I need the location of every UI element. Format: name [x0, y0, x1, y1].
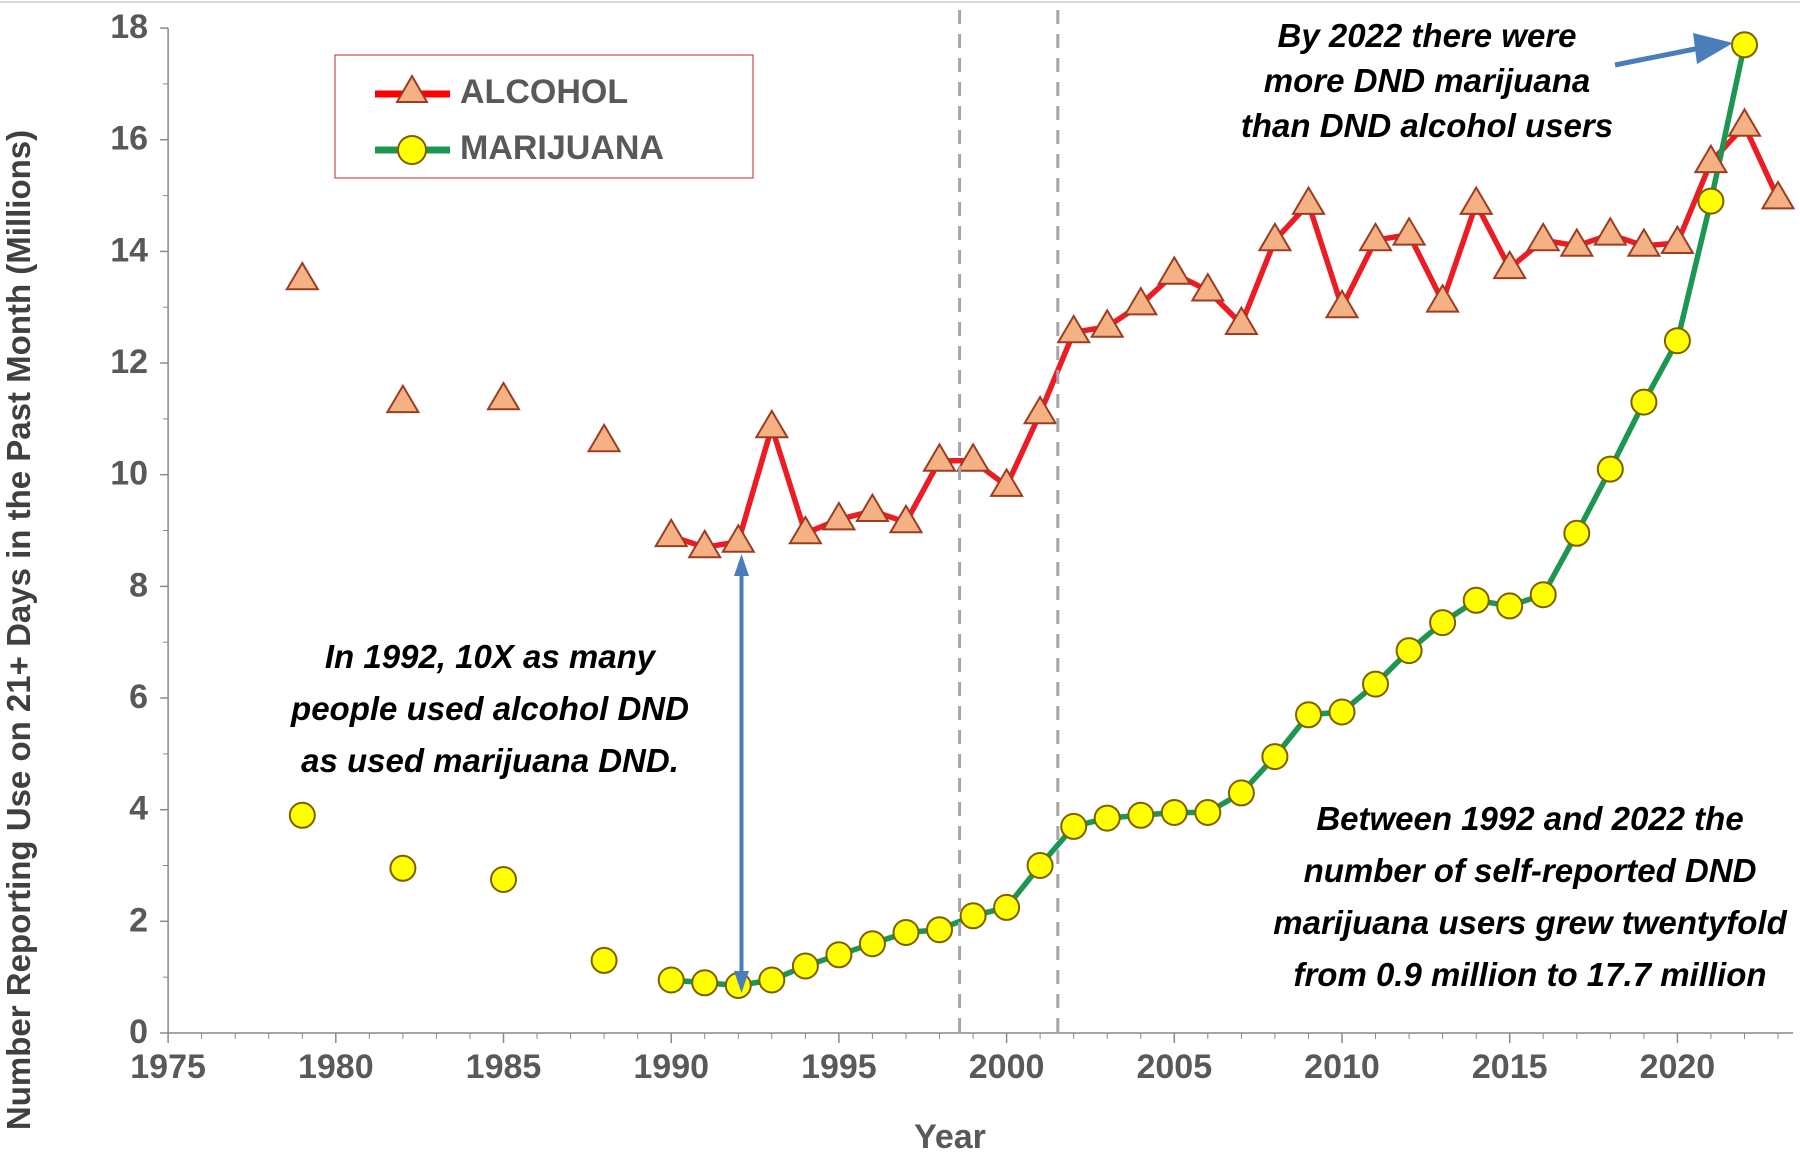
svg-text:2010: 2010 — [1304, 1048, 1380, 1086]
svg-text:from 0.9 million to 17.7 milli: from 0.9 million to 17.7 million — [1293, 956, 1766, 993]
svg-text:4: 4 — [129, 790, 148, 828]
svg-text:2015: 2015 — [1472, 1048, 1548, 1086]
svg-text:14: 14 — [110, 231, 148, 269]
svg-text:2005: 2005 — [1136, 1048, 1212, 1086]
svg-text:16: 16 — [110, 120, 148, 158]
svg-text:1975: 1975 — [130, 1048, 206, 1086]
svg-text:In 1992, 10X as many: In 1992, 10X as many — [325, 638, 657, 675]
svg-text:than DND alcohol users: than DND alcohol users — [1241, 107, 1613, 144]
svg-text:10: 10 — [110, 455, 148, 493]
svg-text:ALCOHOL: ALCOHOL — [460, 73, 628, 111]
svg-text:6: 6 — [129, 678, 148, 716]
svg-text:more DND marijuana: more DND marijuana — [1264, 62, 1590, 99]
svg-text:1980: 1980 — [298, 1048, 374, 1086]
svg-text:12: 12 — [110, 343, 148, 381]
svg-text:0: 0 — [129, 1013, 148, 1051]
svg-text:2000: 2000 — [969, 1048, 1045, 1086]
svg-text:Between 1992 and 2022 the: Between 1992 and 2022 the — [1316, 800, 1743, 837]
svg-text:By 2022 there were: By 2022 there were — [1277, 17, 1576, 54]
svg-text:2: 2 — [129, 901, 148, 939]
svg-text:18: 18 — [110, 8, 148, 46]
svg-text:number of self-reported DND: number of self-reported DND — [1304, 852, 1757, 889]
svg-text:Year: Year — [914, 1118, 986, 1154]
svg-text:marijuana users grew twentyfol: marijuana users grew twentyfold — [1273, 904, 1787, 941]
svg-text:as used marijuana DND.: as used marijuana DND. — [301, 742, 679, 779]
svg-text:8: 8 — [129, 566, 148, 604]
svg-text:people used alcohol DND: people used alcohol DND — [290, 690, 689, 727]
svg-text:1985: 1985 — [466, 1048, 542, 1086]
svg-text:MARIJUANA: MARIJUANA — [460, 129, 664, 167]
svg-text:Number Reporting Use on 21+ Da: Number Reporting Use on 21+ Days in the … — [0, 130, 37, 1130]
svg-text:1990: 1990 — [633, 1048, 709, 1086]
svg-text:2020: 2020 — [1640, 1048, 1716, 1086]
svg-text:1995: 1995 — [801, 1048, 877, 1086]
